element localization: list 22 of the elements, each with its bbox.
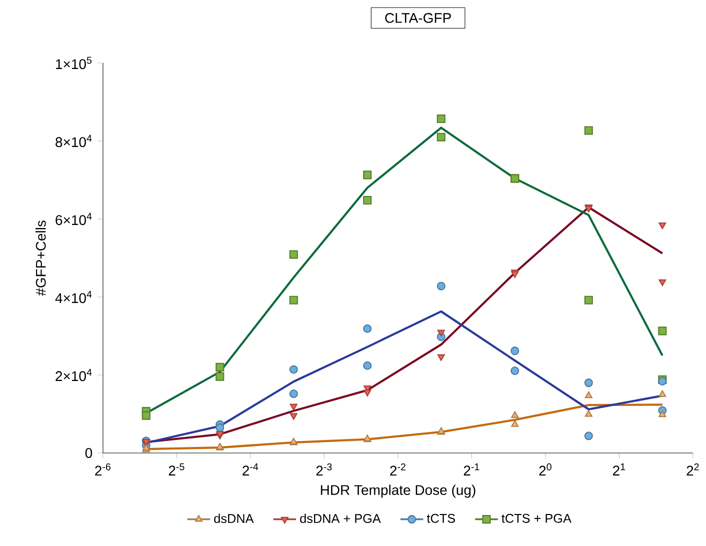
legend-label: dsDNA <box>214 514 254 524</box>
x-tick-label: 2$^{0}$ <box>539 463 552 476</box>
x-tick-label: 2$^{2}$ <box>686 463 699 476</box>
y-tick-label: 2×10$^{4}$ <box>56 368 92 382</box>
legend-label: dsDNA + PGA <box>300 514 381 524</box>
y-tick-label: 1×10$^{5}$ <box>56 56 92 70</box>
x-tick-label: 2$^{-1}$ <box>464 463 480 476</box>
x-tick-label: 2$^{-5}$ <box>168 463 184 476</box>
x-tick-label: 2$^{-6}$ <box>95 463 110 476</box>
y-axis-title: #GFP+Cells <box>36 220 46 296</box>
x-tick-label: 2$^{-3}$ <box>316 463 332 476</box>
x-tick-label: 2$^{-2}$ <box>390 463 406 476</box>
y-tick-label: 4×10$^{4}$ <box>55 290 92 304</box>
x-axis-title: HDR Template Dose (ug) <box>320 484 476 498</box>
legend-label: tCTS <box>426 514 455 523</box>
y-tick-label: 8×10$^{4}$ <box>56 134 92 148</box>
y-tick-label: 0 <box>85 448 92 458</box>
chart-title: CLTA-GFP <box>385 13 451 23</box>
y-tick-label: 6×10$^{4}$ <box>56 212 92 226</box>
legend-label: tCTS + PGA <box>502 514 572 523</box>
x-tick-label: 2$^{-4}$ <box>242 463 258 476</box>
x-tick-label: 2$^{1}$ <box>613 463 626 476</box>
